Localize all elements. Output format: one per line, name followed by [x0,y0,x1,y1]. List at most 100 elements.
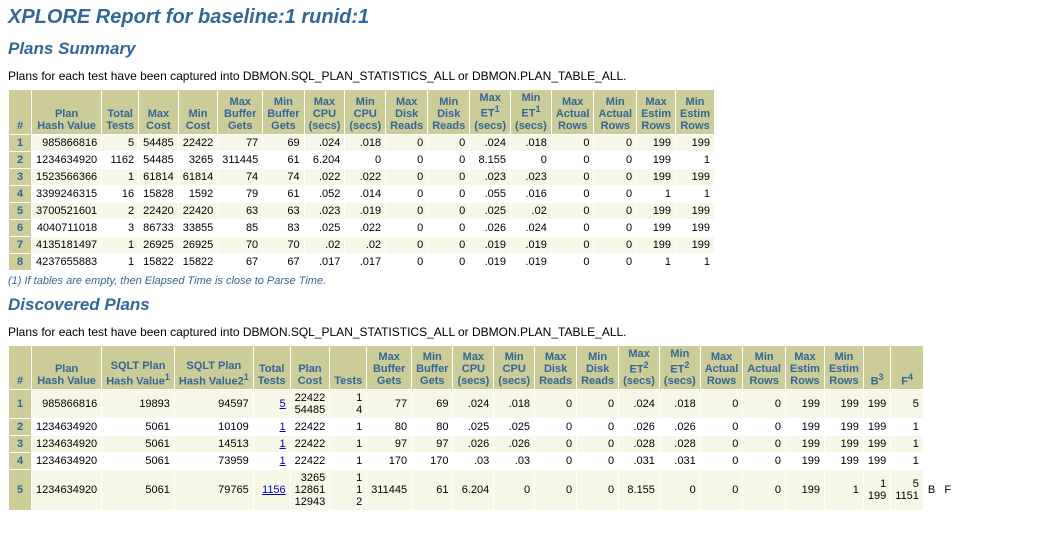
row-index: 5 [9,202,32,219]
cell: 0 [594,185,637,202]
cell: 985866816 [32,390,102,419]
column-header: MinET2(secs) [659,345,700,390]
table-row: 1985866816198939459752242254485147769.02… [9,390,956,419]
cell: 61 [263,185,304,202]
cell: 0 [386,134,428,151]
cell: 1156 [253,470,290,511]
cell: 51151 [891,470,924,511]
cell: 8.155 [619,470,660,511]
cell: .016 [511,185,552,202]
cell: 0 [551,185,594,202]
cell: 985866816 [32,134,102,151]
cell: .023 [304,202,345,219]
cell: 69 [412,390,453,419]
cell: 0 [551,134,594,151]
row-index: 4 [9,185,32,202]
cell: 4135181497 [32,236,102,253]
cell: 67 [218,253,263,270]
cell: 1 [102,253,139,270]
cell: 0 [700,453,743,470]
cell: 199 [637,151,676,168]
cell: 0 [428,134,470,151]
cell: 85 [218,219,263,236]
cell: 1 [330,436,367,453]
cell: 1199 [863,470,890,511]
cell: 0 [594,202,637,219]
cell: 311445 [218,151,263,168]
cell: 2 [102,202,139,219]
cell: .026 [619,419,660,436]
cell: 54485 [139,134,179,151]
cell: 0 [386,185,428,202]
total-tests-link[interactable]: 1156 [262,484,286,496]
cell: 22420 [178,202,218,219]
cell: B F [923,470,955,511]
cell: .025 [453,419,494,436]
cell: 0 [535,390,577,419]
cell: 1162 [102,151,139,168]
cell: 77 [218,134,263,151]
cell: 74 [218,168,263,185]
cell: 83 [263,219,304,236]
cell: 1 [891,453,924,470]
cell: .024 [453,390,494,419]
cell: 0 [428,253,470,270]
cell: 5 [102,134,139,151]
cell: .022 [345,219,386,236]
cell: 5061 [102,436,175,453]
cell: 61814 [139,168,179,185]
column-header: MinActualRows [594,90,637,135]
discovered-plans-subtext: Plans for each test have been captured i… [8,325,1052,339]
total-tests-link[interactable]: 1 [280,421,286,433]
cell: 199 [824,390,863,419]
cell: 0 [594,219,637,236]
column-header: MinCPU(secs) [494,345,535,390]
column-header: Tests [330,345,367,390]
column-header: SQLT PlanHash Value1 [102,345,175,390]
row-index: 6 [9,219,32,236]
cell: 0 [511,151,552,168]
cell: 15822 [139,253,179,270]
cell: 0 [743,390,786,419]
cell: 199 [676,134,715,151]
column-header: MaxCPU(secs) [453,345,494,390]
cell: 77 [367,390,412,419]
cell: 14513 [174,436,253,453]
cell: 79765 [174,470,253,511]
cell: .019 [511,236,552,253]
cell: 199 [824,419,863,436]
table-row: 53700521601222420224206363.023.01900.025… [9,202,715,219]
row-index: 5 [9,470,32,511]
table-row: 84237655883115822158226767.017.01700.019… [9,253,715,270]
cell: 1 [824,470,863,511]
table-row: 31523566366161814618147474.022.02200.023… [9,168,715,185]
page-title: XPLORE Report for baseline:1 runid:1 [8,6,1052,29]
total-tests-link[interactable]: 1 [280,438,286,450]
column-header: MinCost [178,90,218,135]
cell: 19893 [102,390,175,419]
cell: 0 [428,236,470,253]
column-header: PlanHash Value [32,345,102,390]
cell: 1 [891,419,924,436]
total-tests-link[interactable]: 5 [280,398,286,410]
column-header: PlanCost [290,345,330,390]
row-index: 2 [9,151,32,168]
cell: 1523566366 [32,168,102,185]
plans-summary-subtext: Plans for each test have been captured i… [8,69,1052,83]
table-row: 3123463492050611451312242219797.026.0260… [9,436,956,453]
column-header: MinCPU(secs) [345,90,386,135]
cell: 26925 [139,236,179,253]
cell: .02 [304,236,345,253]
cell: 199 [637,202,676,219]
column-header: MinEstimRows [824,345,863,390]
row-index: 3 [9,168,32,185]
cell: 0 [551,151,594,168]
row-index: 3 [9,436,32,453]
cell: 63 [218,202,263,219]
total-tests-link[interactable]: 1 [280,455,286,467]
cell: 0 [700,390,743,419]
cell: .031 [619,453,660,470]
table-row: 212346349201162544853265311445616.204000… [9,151,715,168]
column-header: PlanHash Value [32,90,102,135]
cell: 80 [367,419,412,436]
